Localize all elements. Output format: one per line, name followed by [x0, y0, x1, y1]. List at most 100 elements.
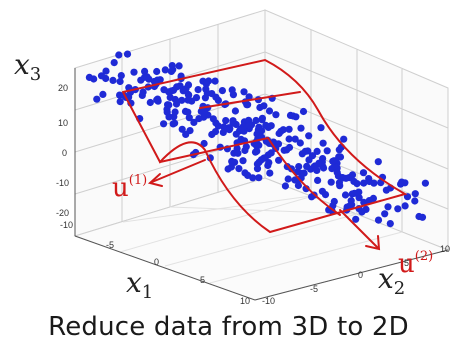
data-point — [109, 76, 117, 84]
data-point — [224, 165, 232, 173]
data-point — [200, 139, 208, 148]
x3-tick: 0 — [62, 148, 67, 158]
data-point — [99, 90, 107, 98]
data-point — [398, 178, 406, 186]
data-point — [201, 94, 209, 102]
data-point — [333, 168, 341, 176]
data-point — [302, 185, 310, 193]
surface-inner-line — [159, 136, 341, 216]
data-point — [258, 127, 266, 135]
x2-tick-labels: -10 -5 0 5 10 — [262, 244, 450, 306]
data-point — [327, 178, 335, 186]
x2-tick: 0 — [358, 270, 363, 280]
x1-axis-label: x1 — [126, 266, 153, 303]
data-point — [184, 96, 192, 104]
data-point — [130, 68, 138, 76]
data-point — [317, 124, 325, 132]
caption: Reduce data from 3D to 2D — [48, 312, 409, 342]
surface-mid-line — [199, 91, 301, 109]
data-point — [341, 191, 350, 199]
data-point — [350, 189, 358, 197]
x2-axis-label: x2 — [378, 262, 405, 299]
data-point — [141, 67, 149, 75]
data-point — [229, 117, 237, 125]
data-point — [260, 102, 268, 110]
data-point — [165, 101, 173, 109]
data-point — [117, 72, 125, 80]
data-point — [303, 162, 311, 170]
data-point — [255, 158, 263, 166]
x2-tick: -5 — [310, 284, 318, 294]
data-point — [184, 90, 192, 99]
data-point — [264, 161, 272, 170]
data-point — [381, 210, 389, 218]
x3-tick: 20 — [58, 83, 68, 93]
data-point — [167, 67, 175, 75]
data-point — [241, 146, 249, 155]
data-point — [352, 215, 360, 223]
data-point — [182, 130, 190, 138]
data-point — [231, 107, 239, 115]
data-point — [194, 86, 202, 94]
data-point — [251, 148, 260, 156]
data-point — [185, 114, 193, 122]
data-point — [219, 128, 227, 136]
data-point — [374, 216, 383, 224]
data-point — [382, 186, 390, 194]
data-point — [252, 116, 260, 125]
data-point — [280, 146, 288, 154]
data-point — [245, 122, 253, 130]
x3-tick: -20 — [56, 208, 69, 218]
data-point — [168, 62, 176, 70]
x2-tick: -10 — [262, 296, 275, 306]
x1-tick: 0 — [154, 257, 159, 267]
data-point — [171, 95, 179, 104]
x3-axis-label: x3 — [14, 48, 41, 85]
data-point — [228, 157, 236, 165]
data-point — [110, 59, 118, 67]
data-point — [318, 187, 326, 195]
data-point — [175, 62, 183, 70]
x1-tick: 10 — [240, 296, 250, 306]
u2-label: u(2) — [398, 249, 433, 279]
data-point — [386, 220, 394, 228]
data-point — [208, 90, 216, 98]
data-point — [305, 132, 313, 140]
data-point — [296, 139, 304, 147]
data-point — [350, 177, 358, 185]
data-point — [285, 143, 294, 152]
data-point — [346, 202, 354, 210]
data-point — [360, 179, 368, 187]
data-point — [365, 175, 373, 183]
data-point — [291, 176, 299, 184]
data-point — [335, 179, 343, 187]
data-point — [301, 147, 309, 155]
data-point — [184, 108, 192, 116]
data-point — [123, 50, 132, 58]
data-point — [272, 111, 280, 119]
data-point — [294, 181, 302, 190]
data-point — [286, 111, 295, 119]
data-point — [384, 203, 392, 211]
data-point — [355, 194, 363, 202]
data-point — [153, 96, 161, 104]
data-point — [143, 73, 151, 81]
data-point — [299, 107, 308, 116]
data-point — [319, 139, 327, 147]
surface-outline — [122, 58, 408, 234]
data-point — [225, 126, 233, 134]
data-point — [264, 123, 272, 131]
data-point — [235, 165, 243, 173]
data-point — [411, 197, 419, 205]
data-point — [315, 159, 323, 167]
x2-tick: 5 — [404, 258, 409, 268]
x1-tick: -10 — [60, 220, 73, 230]
data-point — [284, 175, 292, 183]
data-point — [195, 115, 203, 123]
data-point — [313, 147, 321, 155]
data-point — [85, 73, 93, 81]
data-point — [291, 135, 299, 143]
data-point — [115, 51, 123, 59]
data-point — [208, 130, 216, 139]
data-point — [97, 72, 106, 80]
